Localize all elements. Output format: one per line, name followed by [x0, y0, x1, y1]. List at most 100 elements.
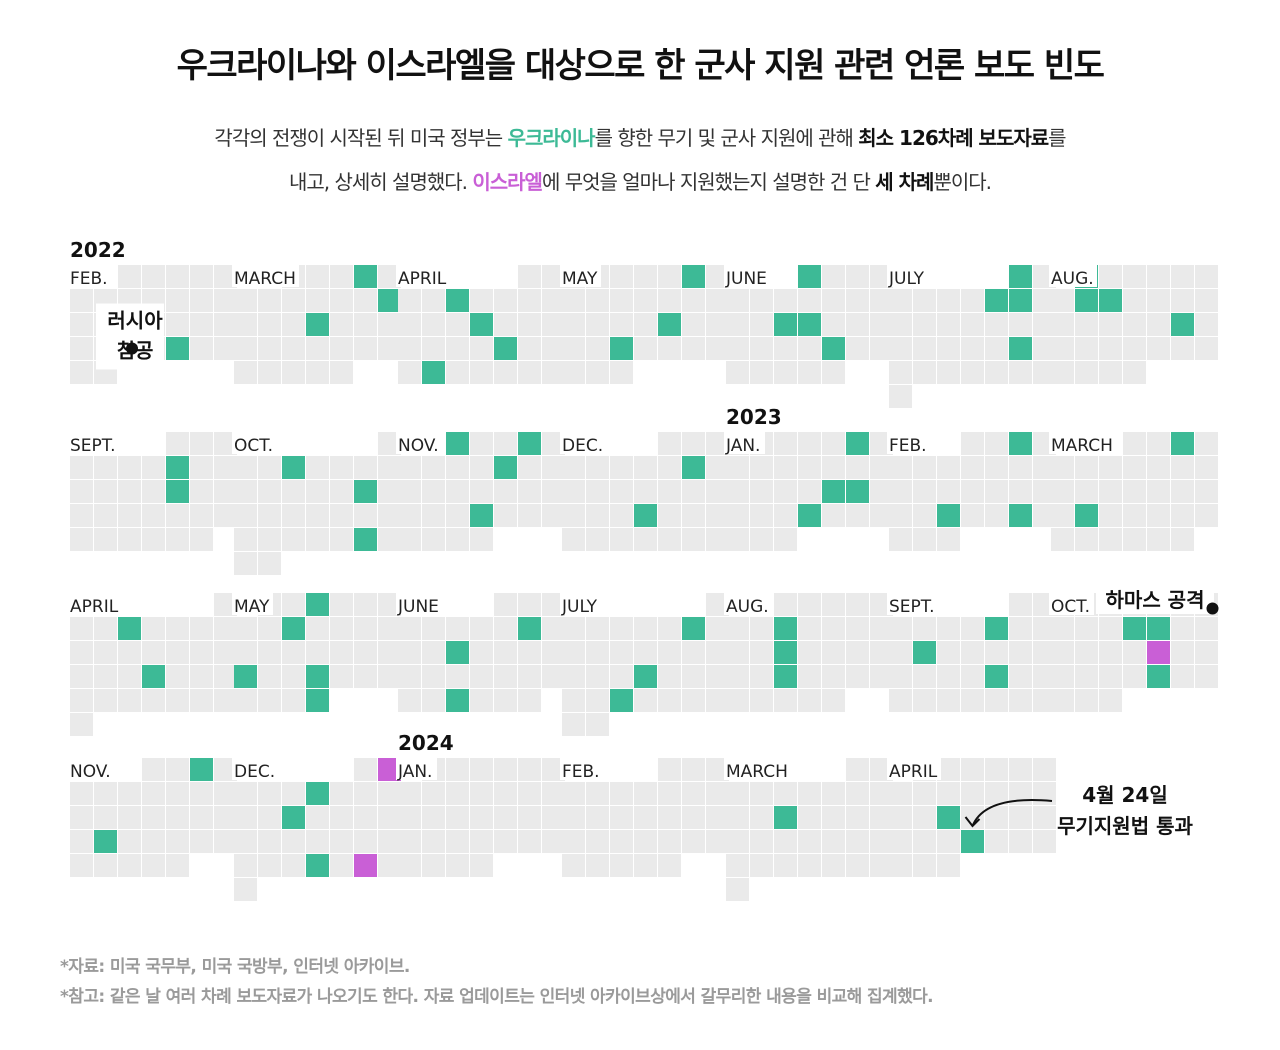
month-label-bg: [560, 756, 603, 780]
month-label-bg: [396, 756, 437, 780]
day-cell: [913, 504, 936, 527]
day-cell: [1123, 432, 1146, 455]
footnote-source: *자료: 미국 국무부, 미국 국방부, 인터넷 아카이브.: [60, 957, 410, 977]
day-cell: [1009, 361, 1032, 384]
day-cell: [846, 593, 869, 616]
day-cell: [798, 854, 821, 877]
month-block: NOV.: [396, 430, 565, 551]
ukraine-day-cell: [166, 337, 189, 360]
day-cell: [1099, 337, 1122, 360]
day-cell: [234, 337, 257, 360]
day-cell: [586, 456, 609, 479]
day-cell: [562, 337, 585, 360]
day-cell: [706, 504, 729, 527]
month-label: AUG.: [1051, 269, 1094, 289]
day-cell: [518, 689, 541, 712]
day-cell: [234, 830, 257, 853]
day-cell: [542, 830, 565, 853]
day-cell: [166, 617, 189, 640]
day-cell: [586, 806, 609, 829]
day-cell: [422, 641, 445, 664]
day-cell: [937, 313, 960, 336]
day-cell: [1075, 337, 1098, 360]
day-cell: [726, 665, 749, 688]
day-cell: [330, 504, 353, 527]
day-cell: [214, 313, 237, 336]
day-cell: [494, 782, 517, 805]
day-cell: [750, 617, 773, 640]
day-cell: [354, 806, 377, 829]
day-cell: [330, 641, 353, 664]
day-cell: [494, 504, 517, 527]
month-label-bg: [887, 591, 938, 615]
day-cell: [870, 289, 893, 312]
day-cell: [562, 641, 585, 664]
month-label: DEC.: [562, 436, 603, 456]
day-cell: [422, 689, 445, 712]
day-cell: [1033, 480, 1056, 503]
day-cell: [378, 265, 401, 288]
month-label-bg: [724, 756, 791, 780]
day-cell: [518, 806, 541, 829]
day-cell: [750, 480, 773, 503]
day-cell: [118, 480, 141, 503]
day-cell: [562, 854, 585, 877]
day-cell: [822, 782, 845, 805]
month-label-bg: [887, 756, 941, 780]
day-cell: [1051, 313, 1074, 336]
day-cell: [118, 689, 141, 712]
month-label-bg: [887, 263, 929, 287]
day-cell: [378, 528, 401, 551]
day-cell: [258, 689, 281, 712]
ukraine-day-cell: [118, 617, 141, 640]
day-cell: [1171, 456, 1194, 479]
ukraine-day-cell: [282, 806, 305, 829]
day-cell: [190, 265, 213, 288]
day-cell: [706, 337, 729, 360]
day-cell: [282, 337, 305, 360]
day-cell: [822, 617, 845, 640]
subtitle-emphasis: 최소 126차례 보도자료: [858, 126, 1049, 150]
day-cell: [798, 665, 821, 688]
day-cell: [1051, 528, 1074, 551]
day-cell: [378, 854, 401, 877]
day-cell: [889, 480, 912, 503]
day-cell: [1051, 361, 1074, 384]
day-cell: [70, 456, 93, 479]
day-cell: [282, 665, 305, 688]
day-cell: [166, 806, 189, 829]
day-cell: [518, 665, 541, 688]
day-cell: [330, 830, 353, 853]
day-cell: [1099, 265, 1122, 288]
month-label: JULY: [888, 269, 925, 289]
day-cell: [94, 504, 117, 527]
day-cell: [961, 361, 984, 384]
day-cell: [166, 289, 189, 312]
day-cell: [985, 830, 1008, 853]
day-cell: [682, 782, 705, 805]
day-cell: [398, 456, 421, 479]
day-cell: [985, 504, 1008, 527]
day-cell: [586, 337, 609, 360]
day-cell: [354, 758, 377, 781]
day-cell: [422, 665, 445, 688]
day-cell: [937, 528, 960, 551]
month-label: JAN.: [397, 762, 432, 782]
israel-day-cell: [1147, 641, 1170, 664]
day-cell: [446, 806, 469, 829]
day-cell: [682, 665, 705, 688]
day-cell: [142, 806, 165, 829]
day-cell: [542, 456, 565, 479]
day-cell: [562, 504, 585, 527]
ukraine-day-cell: [961, 830, 984, 853]
subtitle-text: 에 무엇을 얼마나 지원했는지 설명한 건 단: [541, 170, 876, 194]
day-cell: [446, 782, 469, 805]
ukraine-day-cell: [446, 641, 469, 664]
day-cell: [378, 313, 401, 336]
month-label-bg: [396, 591, 443, 615]
day-cell: [961, 617, 984, 640]
day-cell: [446, 313, 469, 336]
ukraine-day-cell: [1009, 432, 1032, 455]
day-cell: [889, 806, 912, 829]
ukraine-day-cell: [985, 617, 1008, 640]
